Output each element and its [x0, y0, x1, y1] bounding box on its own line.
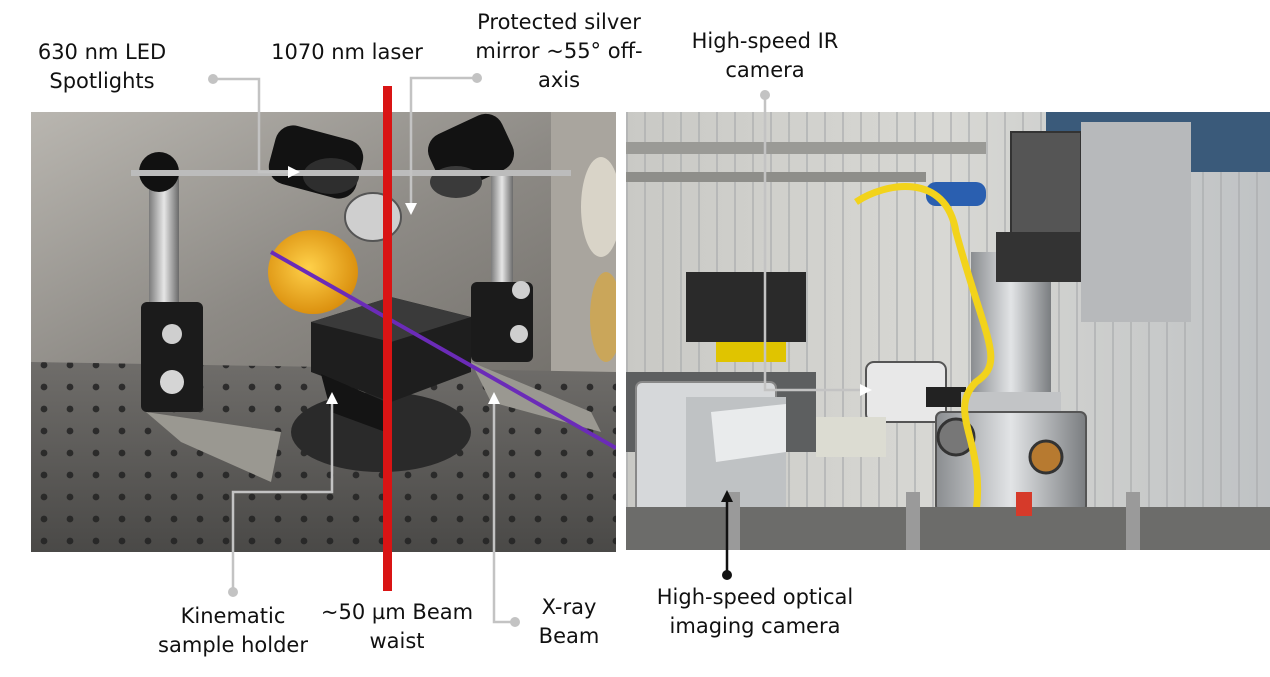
sample-holder-label: Kinematic sample holder: [158, 604, 308, 657]
laser-beam-bar: [383, 86, 392, 591]
chamber-photo: [31, 112, 616, 552]
xray-beam-line: [270, 250, 616, 450]
led-spotlights-label: 630 nm LED Spotlights: [37, 40, 167, 93]
optical-camera-label: High-speed optical imaging camera: [656, 585, 854, 638]
laser-label: 1070 nm laser: [271, 40, 423, 64]
beamline-photo: [626, 112, 1270, 550]
mirror-label: Protected silver mirror ~55° off- axis: [475, 10, 643, 92]
beam-waist-label: ~50 µm Beam waist: [320, 600, 474, 653]
xray-beam-label: X-ray Beam: [538, 595, 600, 648]
ir-camera-label: High-speed IR camera: [691, 29, 839, 82]
